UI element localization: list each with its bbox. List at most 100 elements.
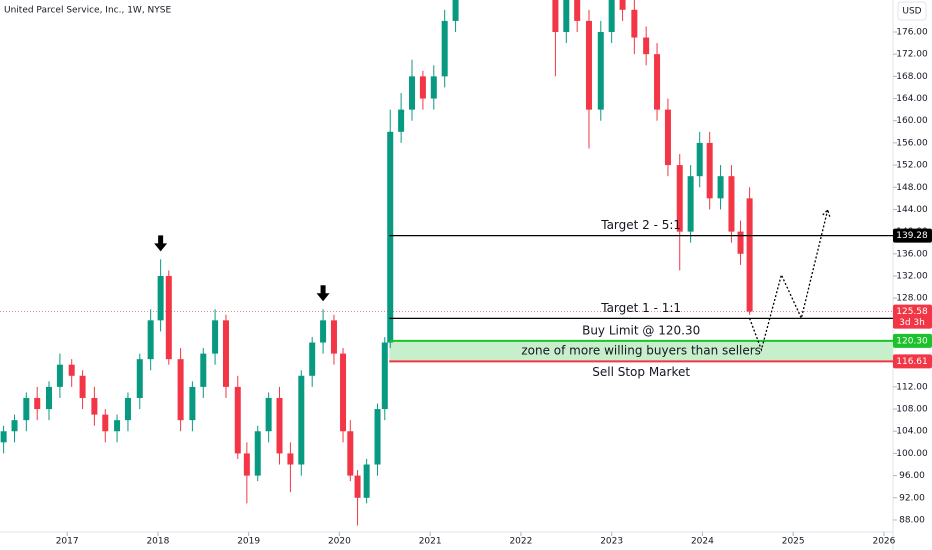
level-price: 116.61 [896,357,928,367]
candle-body [11,420,18,432]
candle-body [243,453,250,476]
candle-body [354,475,361,498]
level-label: Buy Limit @ 120.30 [582,323,700,337]
y-tick-label: 100.00 [896,449,928,459]
candle-body [430,76,437,99]
candle-body [254,431,261,476]
y-tick-label: 172.00 [896,50,928,60]
y-tick-label: 104.00 [896,427,928,437]
y-tick-label: 132.00 [896,271,928,281]
candle-body [631,9,638,38]
last-price: 125.58 [896,307,928,317]
candle-body [676,165,683,232]
x-tick-label: 2017 [56,537,79,547]
level-price: 120.30 [896,336,928,346]
y-tick-label: 148.00 [896,183,928,193]
candle-body [23,397,30,421]
y-tick-label: 108.00 [896,405,928,415]
currency[interactable]: USD [902,7,921,17]
candle-body [0,431,7,443]
currency-box[interactable] [897,1,927,21]
candle-body [654,54,661,110]
candle-body [717,176,724,199]
y-tick-label: 88.00 [899,515,925,525]
candle-body [147,320,154,360]
candle-body [746,198,753,312]
candle-body [340,353,347,432]
candle-body [200,353,207,387]
candle-body [265,397,272,432]
y-tick-label: 112.00 [896,382,928,392]
candle-body [212,320,219,354]
zone-label: zone of more willing buyers than sellers [521,344,761,358]
candle-body [56,364,63,387]
candle-body [330,320,337,354]
candle-body [619,0,626,10]
level-label: Target 1 - 1:1 [600,301,681,315]
x-tick-label: 2022 [509,537,532,547]
candle-body [737,231,744,254]
candle-body [34,397,41,410]
y-tick-label: 152.00 [896,161,928,171]
candle-body [597,31,604,110]
level-price-box [893,354,932,369]
y-tick-label: 96.00 [899,471,925,481]
y-tick-label: 160.00 [896,116,928,126]
candle-body [102,414,109,432]
y-tick-label: 164.00 [896,94,928,104]
candle-body [298,375,305,465]
x-tick-label: 2021 [419,537,442,547]
candle-body [563,0,570,32]
candle-body [552,0,559,32]
candle-body [441,20,448,77]
chart-title: United Parcel Service, Inc., 1W, NYSE [4,6,171,16]
candle-body [419,76,426,99]
candle-body [79,375,86,398]
candle-body [706,142,713,199]
candle-body [309,342,316,376]
candle-body [276,397,283,454]
level-price: 139.28 [896,231,928,241]
candle-body [664,109,671,166]
candle-body [585,20,592,110]
candle-body [177,359,184,421]
x-tick-label: 2025 [782,537,805,547]
candle-body [374,409,381,465]
y-tick-label: 156.00 [896,138,928,148]
candle-body [114,420,121,432]
last-price-box [893,304,932,329]
candle-body [46,386,53,410]
candle-body [157,275,164,321]
axes: 88.00 92.00 96.00 100.00 104.00 108.00 112.00 1… [56,27,932,547]
candle-body [68,364,75,376]
candle-body [608,0,615,32]
candle-body [387,131,394,343]
y-tick-label: 136.00 [896,249,928,259]
plot: zone of more willing buyers than sellers… [0,0,893,526]
x-tick-label: 2024 [691,537,714,547]
x-tick-label: 2019 [237,537,260,547]
y-tick-label: 144.00 [896,205,928,215]
candle-body [696,142,703,177]
x-tick-label: 2023 [600,537,623,547]
candle-body [643,37,650,55]
y-tick-label: 168.00 [896,72,928,82]
candle-body [409,76,416,110]
y-tick-label: 92.00 [899,493,925,503]
candle-body [363,464,370,498]
candle-body [320,320,327,343]
candle-body [165,275,172,360]
arrow-marker [154,235,168,252]
x-tick-label: 2020 [328,537,351,547]
candle-body [91,397,98,415]
level-label: Sell Stop Market [592,365,690,379]
level-label: Target 2 - 5:1 [600,218,681,232]
candle-body [189,386,196,421]
y-tick-label: 176.00 [896,27,928,37]
level-price-box [893,333,932,348]
candle-body [287,453,294,465]
x-tick-label: 2026 [872,537,895,547]
buyer-zone [389,340,893,362]
level-price-box [893,228,932,243]
